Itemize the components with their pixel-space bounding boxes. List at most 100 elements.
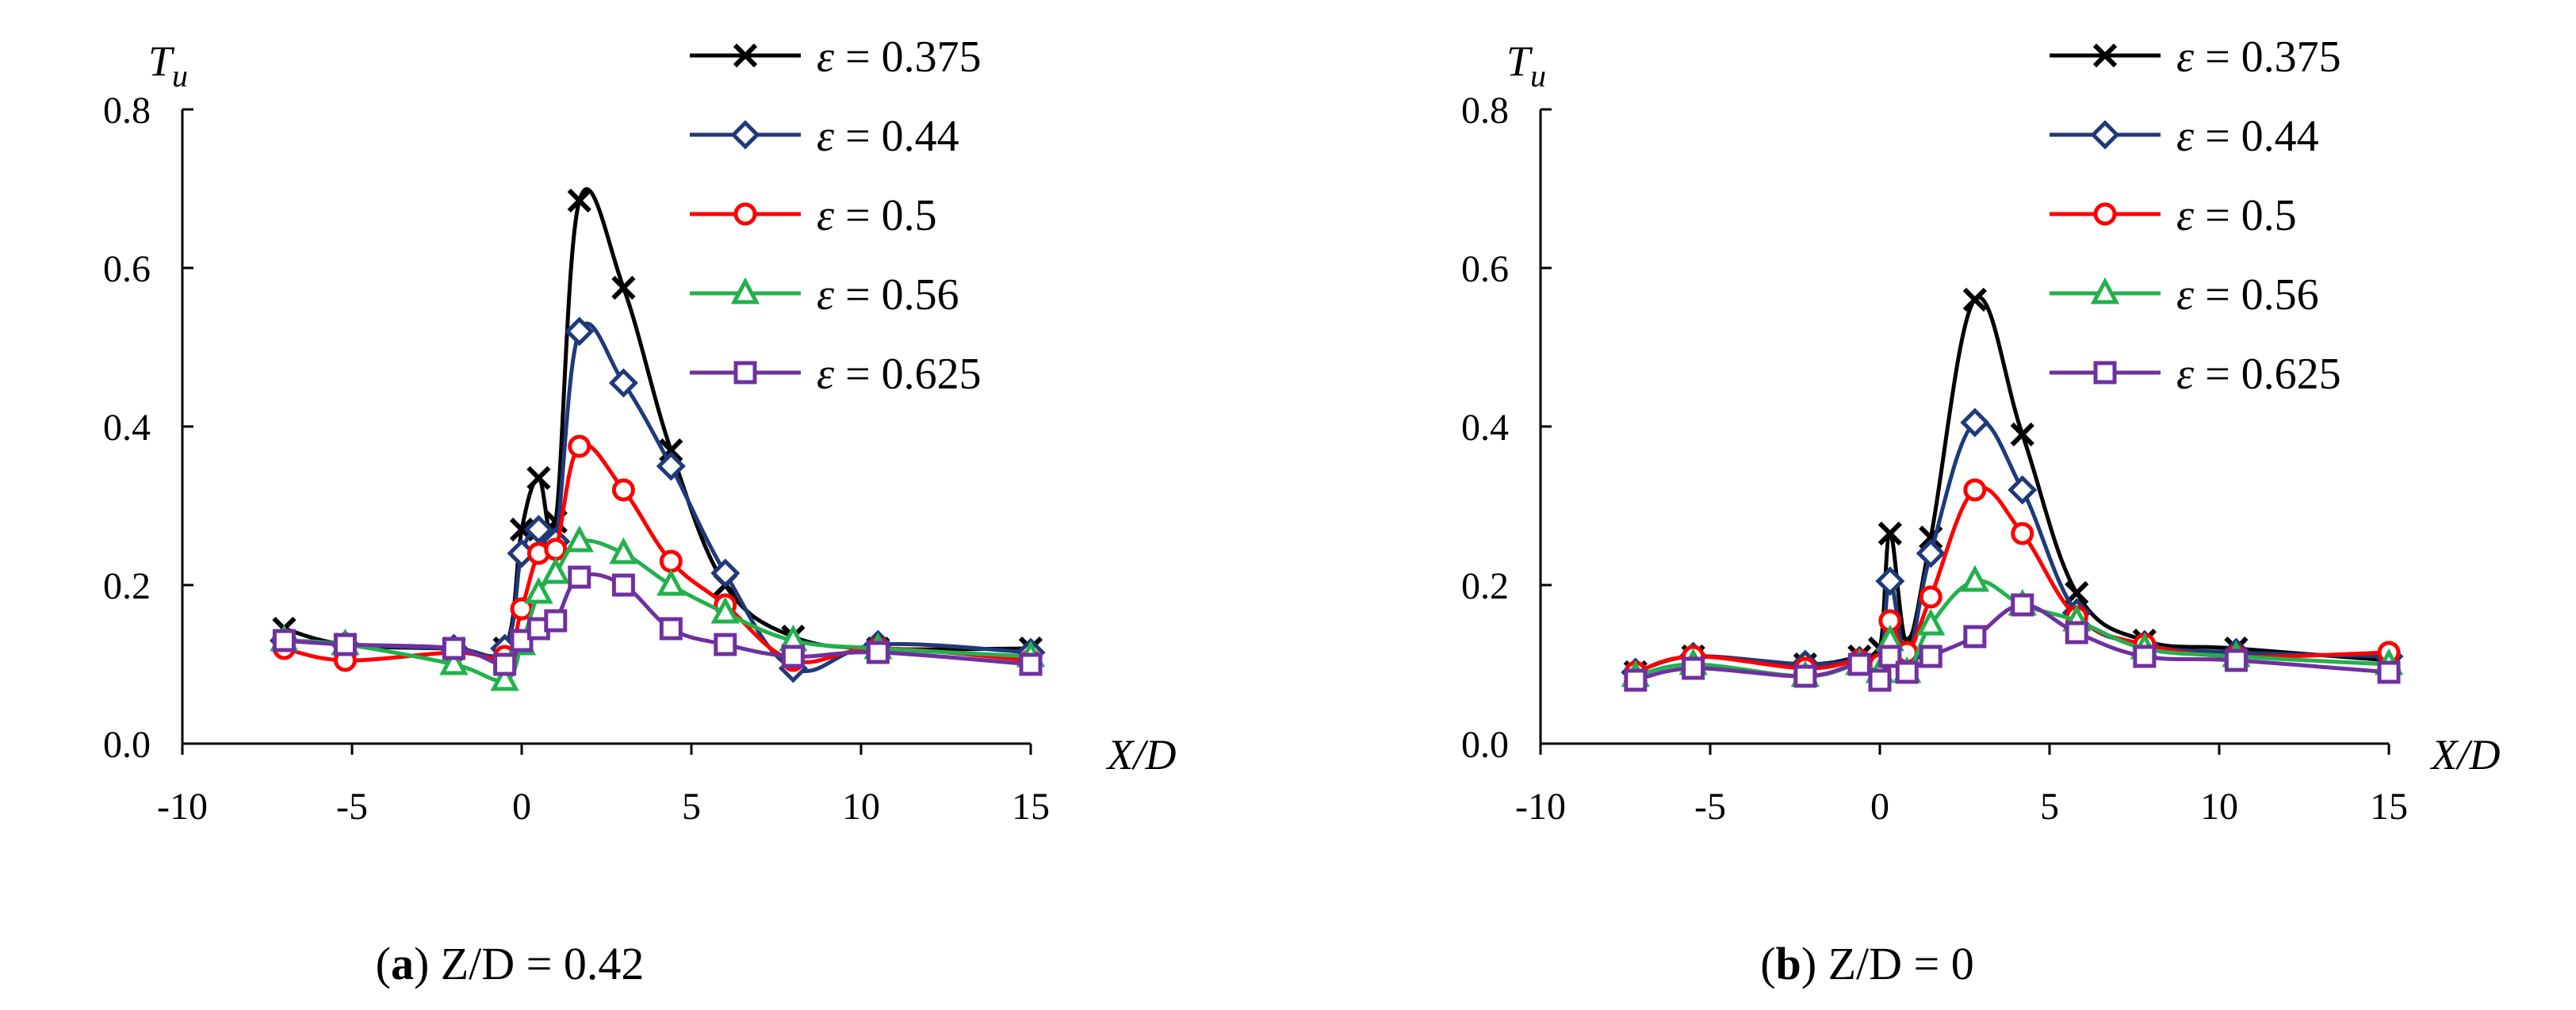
x-tick-label: 0 xyxy=(1870,786,1889,828)
data-point xyxy=(544,609,568,633)
legend-entry: ε = 0.5 xyxy=(2050,191,2297,240)
data-point xyxy=(565,525,594,553)
y-tick-label: 0.8 xyxy=(103,90,151,132)
legend-value: = 0.44 xyxy=(2205,112,2319,161)
data-point xyxy=(659,617,683,641)
y-tick-label: 0.4 xyxy=(1461,407,1509,449)
data-point xyxy=(1793,664,1817,688)
data-point xyxy=(710,558,741,588)
data-point xyxy=(1960,407,1990,438)
data-point xyxy=(493,652,517,676)
y-tick-label: 0.6 xyxy=(103,248,151,290)
data-point xyxy=(2377,660,2401,684)
panel-b: -10 -5 0 5 10 15 0.0 0.2 0.4 0.6 0.8 X/D Tu ε = 0.375… xyxy=(1461,33,2501,989)
y-tick-label: 0.0 xyxy=(1461,724,1509,766)
legend-marker xyxy=(730,277,760,304)
series-0 xyxy=(272,187,1043,661)
series-line xyxy=(1635,485,2390,675)
series-3 xyxy=(270,525,1046,691)
legend-marker xyxy=(733,202,757,226)
legend-label: ε = 0.625 xyxy=(2176,350,2341,399)
legend-entry: ε = 0.375 xyxy=(2050,33,2341,82)
data-point xyxy=(611,573,635,597)
y-axis-title: Tu xyxy=(148,37,188,94)
legend-symbol: ε xyxy=(2176,112,2205,161)
series-4 xyxy=(1624,593,2401,692)
data-point xyxy=(272,629,296,652)
series-2 xyxy=(272,434,1043,672)
legend-marker xyxy=(730,120,760,150)
legend-value: = 0.625 xyxy=(2205,350,2341,399)
y-axis-title: Tu xyxy=(1506,37,1546,94)
legend-label: ε = 0.44 xyxy=(2176,112,2319,161)
data-point-stroke-2 xyxy=(509,517,534,542)
legend-symbol: ε xyxy=(2176,350,2205,399)
data-point xyxy=(656,568,686,596)
legend-entry: ε = 0.56 xyxy=(2050,270,2319,319)
panel-a: -10 -5 0 5 10 15 0.0 0.2 0.4 0.6 0.8 X/D Tu ε = 0.375… xyxy=(103,33,1177,989)
legend-value: = 0.5 xyxy=(2205,191,2297,240)
legend-label: ε = 0.375 xyxy=(817,33,982,82)
legend-symbol: ε xyxy=(2176,191,2205,240)
data-point xyxy=(714,633,737,656)
caption-text: ) Z/D = 0.42 xyxy=(414,938,644,989)
data-point xyxy=(2011,522,2034,545)
series-line xyxy=(1635,419,2390,675)
caption-letter: b xyxy=(1776,938,1801,989)
series-4 xyxy=(272,565,1043,676)
data-point xyxy=(1875,566,1905,596)
data-point xyxy=(1682,656,1705,680)
data-point-stroke-2 xyxy=(2010,422,2034,447)
legend-marker xyxy=(733,361,757,384)
data-point xyxy=(544,538,568,561)
data-point xyxy=(656,451,686,481)
x-tick-label: 15 xyxy=(2370,786,2408,828)
data-point xyxy=(2133,645,2157,668)
data-point-stroke-2 xyxy=(526,465,551,491)
legend-symbol: ε xyxy=(817,191,845,240)
data-point xyxy=(1847,652,1871,676)
caption-text: ) Z/D = 0 xyxy=(1801,938,1974,989)
legend-entry: ε = 0.375 xyxy=(690,33,982,82)
x-axis-title: X/D xyxy=(1106,731,1177,779)
data-point-stroke-2 xyxy=(567,188,591,213)
data-point xyxy=(2224,648,2248,672)
data-point xyxy=(866,641,890,664)
legend-label: ε = 0.625 xyxy=(817,350,982,399)
series-3 xyxy=(1621,564,2404,687)
data-point xyxy=(2008,475,2038,505)
data-point xyxy=(568,565,591,589)
series-line xyxy=(283,442,1032,664)
data-point xyxy=(1878,645,1902,668)
data-point xyxy=(1895,660,1919,684)
legend-value: = 0.56 xyxy=(845,270,959,319)
data-point-stroke-2 xyxy=(1877,521,1902,546)
data-point xyxy=(609,537,638,564)
legend-value: = 0.44 xyxy=(845,112,959,161)
x-tick-label: 0 xyxy=(512,786,531,828)
legend-marker xyxy=(2092,43,2118,68)
data-point xyxy=(510,629,534,652)
legend-entry: ε = 0.5 xyxy=(690,191,937,240)
data-point xyxy=(526,465,551,491)
legend-entry: ε = 0.44 xyxy=(2050,112,2319,161)
legend-entry: ε = 0.56 xyxy=(690,270,959,319)
x-tick-label: -5 xyxy=(1694,786,1726,828)
caption-paren-open: ( xyxy=(1760,938,1775,989)
legend-symbol: ε xyxy=(817,112,845,161)
legend-label: ε = 0.56 xyxy=(817,270,959,319)
data-point-stroke-2 xyxy=(1962,287,1987,312)
data-point xyxy=(1868,668,1892,692)
data-point xyxy=(659,549,683,573)
y-axis-title-subscript: u xyxy=(1530,58,1546,94)
data-point xyxy=(1919,645,1943,668)
legend-label: ε = 0.5 xyxy=(2176,191,2297,240)
panel-caption: (a) Z/D = 0.42 xyxy=(376,938,645,989)
data-point xyxy=(2011,593,2034,617)
data-point xyxy=(1019,652,1043,676)
data-point xyxy=(439,648,469,675)
data-point xyxy=(1919,585,1943,609)
legend-marker-stroke-2 xyxy=(733,43,758,68)
